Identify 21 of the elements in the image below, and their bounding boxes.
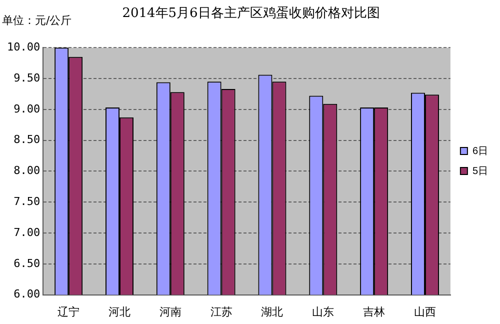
x-tick-label: 山西: [414, 305, 436, 318]
y-axis-title: 单位：元/公斤: [2, 14, 72, 27]
x-tick-label: 湖北: [261, 305, 284, 318]
chart-title: 2014年5月6日各主产区鸡蛋收购价格对比图: [122, 5, 380, 22]
y-tick-label: 9.50: [14, 71, 40, 84]
x-tick-label: 山东: [312, 305, 334, 318]
x-tick-label: 吉林: [363, 305, 386, 318]
legend-label: 6日: [472, 146, 488, 157]
y-tick-label: 7.00: [14, 226, 40, 239]
y-tick-label: 10.00: [6, 40, 40, 54]
legend-label: 5日: [472, 166, 488, 177]
x-tick-label: 辽宁: [58, 305, 80, 318]
y-tick-label: 8.50: [14, 133, 40, 146]
x-tick-label: 河南: [159, 305, 182, 318]
y-tick-label: 7.50: [14, 194, 40, 208]
y-tick-label: 8.00: [14, 164, 40, 178]
y-tick-label: 9.00: [14, 102, 40, 116]
y-tick-label: 6.00: [14, 288, 40, 301]
x-tick-label: 江苏: [210, 305, 232, 318]
y-tick-label: 6.50: [14, 256, 40, 270]
x-tick-label: 河北: [108, 305, 130, 318]
